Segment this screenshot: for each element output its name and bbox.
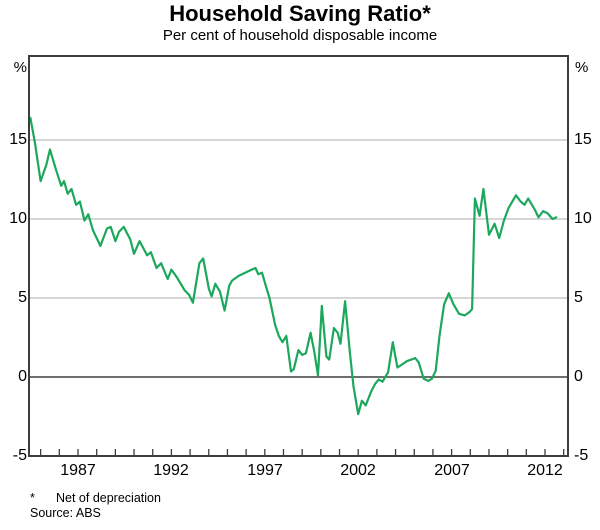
- plot-frame: [28, 55, 569, 457]
- y-axis-unit-left: %: [13, 59, 27, 76]
- saving-ratio-line: [29, 116, 558, 416]
- y-axis-label-left-10: 10: [9, 210, 27, 227]
- y-axis-label-left-15: 15: [9, 131, 27, 148]
- y-axis-label-left-5: 5: [18, 289, 27, 306]
- x-axis-label-2007: 2007: [434, 462, 470, 479]
- x-axis-label-1992: 1992: [153, 462, 189, 479]
- chart-title: Household Saving Ratio*: [169, 1, 431, 26]
- y-axis-label-left-0: 0: [18, 368, 27, 385]
- source-text: Source: ABS: [30, 506, 101, 520]
- y-axis-label-right-5: 5: [574, 289, 583, 306]
- x-axis-label-1987: 1987: [60, 462, 96, 479]
- y-axis-label-right-10: 10: [574, 210, 592, 227]
- y-axis-unit-right: %: [575, 59, 589, 76]
- gridlines: [29, 139, 568, 299]
- x-axis-label-1997: 1997: [247, 462, 283, 479]
- x-axis-label-2012: 2012: [527, 462, 563, 479]
- x-axis-ticks: [39, 449, 565, 455]
- y-axis-label-left-neg5: -5: [12, 447, 27, 464]
- chart-subtitle: Per cent of household disposable income: [162, 27, 438, 44]
- footnote-block: * Net of depreciation Source: ABS: [30, 491, 161, 521]
- y-axis-label-right-neg5: -5: [574, 447, 589, 464]
- y-axis-label-right-0: 0: [574, 368, 583, 385]
- footnote-line: * Net of depreciation: [30, 491, 161, 506]
- footnote-marker: *: [30, 491, 35, 505]
- y-axis-label-right-15: 15: [574, 131, 592, 148]
- footnote-text: Net of depreciation: [56, 491, 161, 505]
- x-axis-label-2002: 2002: [340, 462, 376, 479]
